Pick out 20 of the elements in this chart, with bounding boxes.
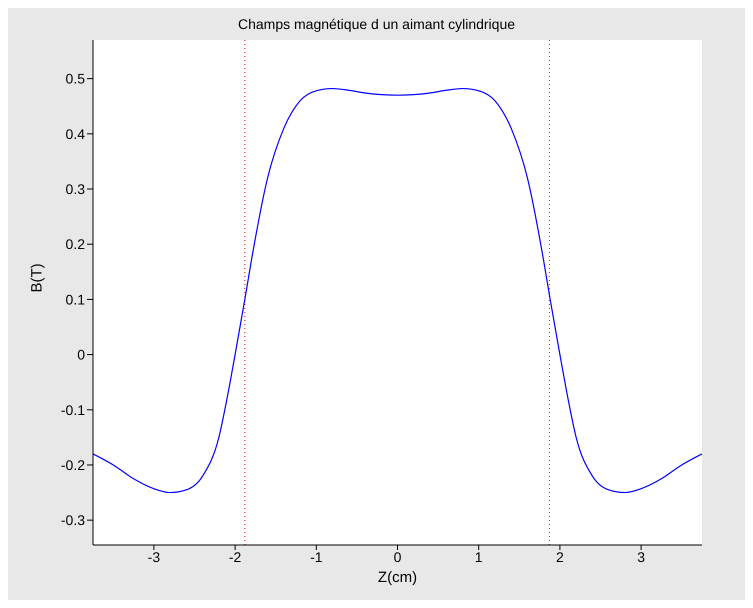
x-tick-label: 0	[394, 548, 402, 565]
x-tick-label: -1	[310, 548, 323, 565]
y-tick-label: 0.1	[66, 291, 86, 308]
y-tick-label: 0	[77, 346, 86, 363]
x-tick-label: 1	[474, 548, 483, 565]
x-axis-title: Z(cm)	[378, 569, 418, 586]
y-axis-title: B(T)	[28, 263, 46, 292]
x-tick-label: 3	[637, 548, 646, 565]
y-tick-label: -0.1	[60, 402, 86, 418]
y-tick-label: 0.2	[66, 236, 86, 252]
x-tick-label: 2	[556, 548, 564, 565]
x-tick-label: -2	[228, 548, 242, 565]
y-tick-label: 0.3	[66, 180, 86, 197]
y-tick-label: -0.2	[60, 456, 86, 473]
x-tick-label: -3	[148, 548, 160, 565]
chart-title: Champs magnétique d un aimant cylindrique	[236, 16, 516, 32]
y-tick-label: 0.4	[66, 126, 86, 142]
y-tick-label: 0.5	[66, 70, 86, 87]
y-tick-label: -0.3	[60, 512, 86, 528]
line-series	[93, 88, 702, 494]
